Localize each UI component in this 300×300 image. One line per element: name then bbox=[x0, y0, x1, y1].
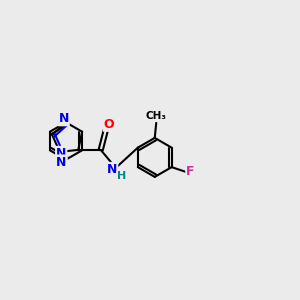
Text: O: O bbox=[104, 118, 115, 131]
Text: N: N bbox=[56, 147, 66, 160]
Text: CH₃: CH₃ bbox=[146, 111, 167, 121]
Text: F: F bbox=[186, 165, 195, 178]
Text: N: N bbox=[56, 155, 67, 169]
Text: N: N bbox=[58, 112, 69, 125]
Text: H: H bbox=[116, 171, 126, 181]
Text: N: N bbox=[107, 163, 117, 176]
